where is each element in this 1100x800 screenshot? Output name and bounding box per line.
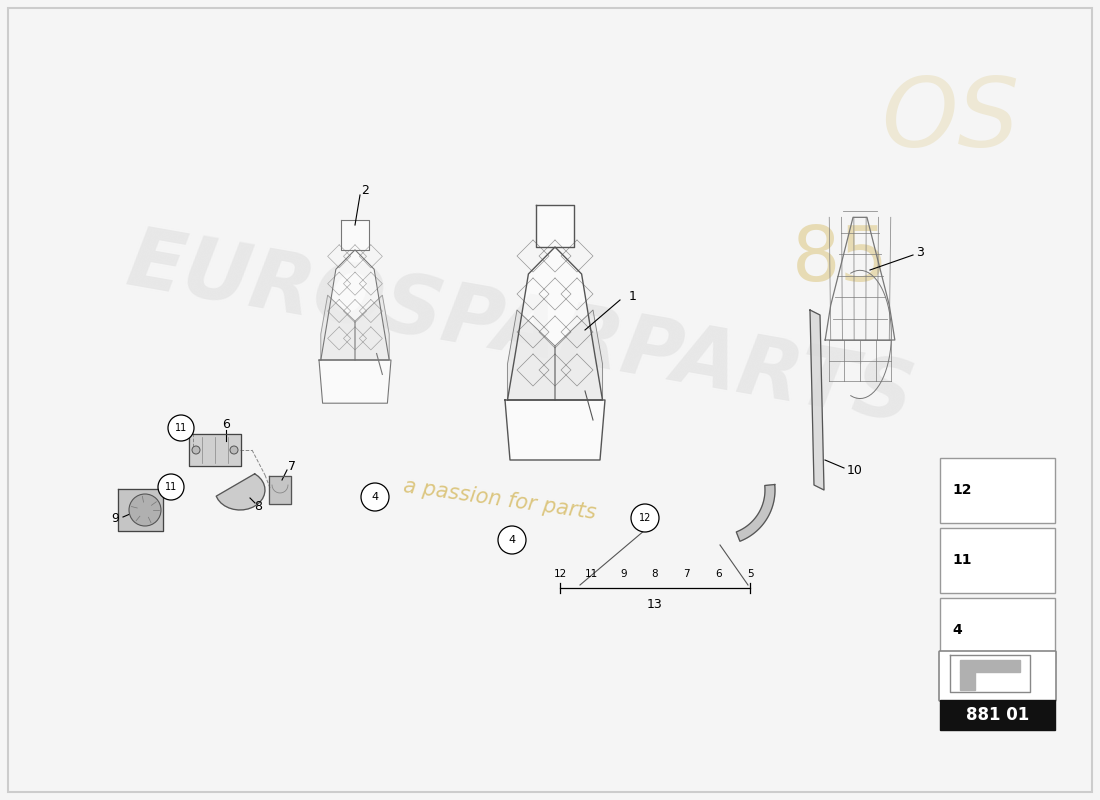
Polygon shape [321,250,389,360]
Polygon shape [505,400,605,460]
Text: 6: 6 [715,569,722,579]
Text: 11: 11 [952,553,971,567]
Text: a passion for parts: a passion for parts [403,477,597,523]
Circle shape [192,446,200,454]
Text: 8: 8 [651,569,658,579]
Polygon shape [189,434,241,466]
Circle shape [158,474,184,500]
Text: EUROSPARPARTS: EUROSPARPARTS [120,221,920,439]
Text: 85: 85 [792,223,889,297]
Text: 6: 6 [222,418,230,431]
Circle shape [168,415,194,441]
Text: 8: 8 [254,501,262,514]
Polygon shape [321,295,355,360]
Text: 11: 11 [175,423,187,433]
Polygon shape [355,295,389,360]
Text: 4: 4 [952,623,961,637]
Polygon shape [960,660,1020,672]
Polygon shape [536,205,574,247]
Text: 9: 9 [111,511,119,525]
Polygon shape [507,310,556,400]
Text: 1: 1 [629,290,637,302]
Text: 11: 11 [165,482,177,492]
Text: 13: 13 [647,598,663,610]
Polygon shape [960,672,975,690]
Polygon shape [319,360,390,403]
Bar [940,458,1055,522]
Circle shape [631,504,659,532]
Text: 9: 9 [620,569,627,579]
Bar [940,700,1055,730]
Text: 881 01: 881 01 [966,706,1030,724]
Text: 12: 12 [553,569,566,579]
Text: 10: 10 [847,463,862,477]
Circle shape [230,446,238,454]
Text: OS: OS [881,74,1019,166]
Polygon shape [736,485,776,542]
Text: 5: 5 [747,569,754,579]
Polygon shape [341,219,368,250]
Polygon shape [118,489,163,531]
FancyBboxPatch shape [939,651,1056,701]
Polygon shape [270,476,292,504]
Text: 12: 12 [639,513,651,523]
Text: 7: 7 [288,459,296,473]
Circle shape [129,494,161,526]
Text: 4: 4 [372,492,378,502]
Polygon shape [556,310,603,400]
Text: 3: 3 [916,246,924,258]
Polygon shape [810,310,824,490]
Text: 12: 12 [952,483,971,497]
Bar [940,527,1055,593]
Text: 7: 7 [683,569,690,579]
Polygon shape [507,247,603,400]
Circle shape [361,483,389,511]
Bar [940,598,1055,662]
Text: 2: 2 [361,183,368,197]
Text: 11: 11 [585,569,598,579]
Polygon shape [217,474,265,510]
Text: 4: 4 [508,535,516,545]
Circle shape [498,526,526,554]
